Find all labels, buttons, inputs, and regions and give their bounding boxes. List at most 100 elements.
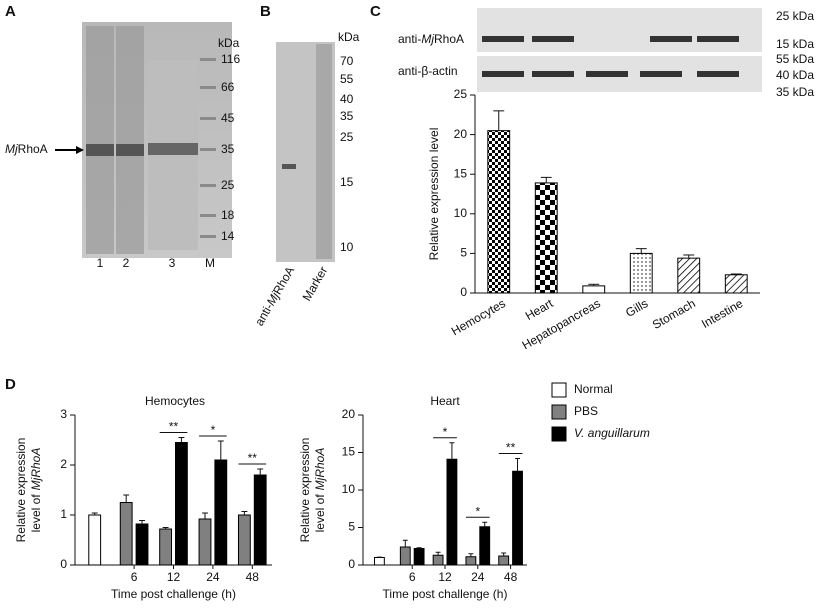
y-axis-label-part: level of <box>313 494 327 533</box>
marker-ladder <box>200 58 216 238</box>
y-tick-label: 1 <box>60 507 67 521</box>
x-tick-label: 6 <box>409 570 416 584</box>
marker-label: 15 kDa <box>776 37 814 51</box>
marker-label: 14 <box>221 229 235 243</box>
bar <box>399 546 411 566</box>
bar <box>479 526 491 566</box>
bar <box>198 518 212 566</box>
marker-label: 55 <box>340 72 354 86</box>
x-tick-label: 6 <box>131 570 138 584</box>
marker-label: 25 <box>340 130 354 144</box>
blot-band <box>282 164 296 169</box>
y-tick-label: 2 <box>60 457 67 471</box>
gel-labels: kDa 116 66 45 35 25 18 14 1 2 3 M <box>97 36 241 270</box>
blot-row-label: anti-β-actin <box>398 64 458 78</box>
y-axis-label: Relative expressionlevel of MjRhoA <box>14 438 43 543</box>
y-tick-label: 25 <box>454 87 468 101</box>
y-axis-label-part: Relative expression <box>14 438 28 543</box>
bar <box>677 257 701 294</box>
bar <box>119 502 133 566</box>
x-tick-label: 48 <box>504 570 518 584</box>
significance-label: ** <box>506 441 516 455</box>
significance-label: * <box>211 423 216 437</box>
marker-label: 116 <box>221 52 240 66</box>
lane-label: Marker <box>300 264 331 303</box>
lane-label: 2 <box>123 256 130 270</box>
significance-label: ** <box>248 451 258 465</box>
bar <box>214 459 228 566</box>
marker-label: 15 <box>340 175 354 189</box>
panel-label: C <box>370 3 381 20</box>
bar <box>88 514 102 566</box>
bar <box>413 548 425 566</box>
bar <box>432 554 444 566</box>
bar <box>629 252 653 294</box>
gel-lane <box>86 26 114 254</box>
panel-label: A <box>5 3 16 20</box>
bar <box>512 470 523 566</box>
marker-label: 18 <box>221 208 235 222</box>
marker-label: 45 <box>221 111 235 125</box>
panel-label: B <box>260 3 271 20</box>
y-tick-label: 15 <box>454 166 468 180</box>
lane-label: 3 <box>169 256 176 270</box>
bar <box>465 556 477 566</box>
bar <box>253 474 267 566</box>
y-tick-label: 20 <box>454 127 468 141</box>
marker-label: 25 <box>221 178 235 192</box>
bar <box>534 182 558 294</box>
x-tick-label: Gills <box>623 296 650 320</box>
bar <box>237 514 251 566</box>
blot-bands <box>482 36 739 77</box>
marker-label: 35 <box>221 142 235 156</box>
legend-label: PBS <box>574 404 598 418</box>
gel-band <box>116 144 144 156</box>
y-tick-label: 10 <box>342 482 356 496</box>
arrow-head <box>76 146 84 154</box>
bar <box>498 555 510 566</box>
y-axis-label-part: MjRhoA <box>29 448 43 491</box>
y-axis-label-part: level of <box>29 494 43 533</box>
y-tick-label: 0 <box>460 285 467 299</box>
significance-label: * <box>475 504 480 518</box>
significance-label: ** <box>169 420 179 434</box>
marker-lane <box>316 44 332 259</box>
marker-label: 25 kDa <box>776 9 814 23</box>
y-tick-label: 3 <box>60 407 67 421</box>
lane-label: 1 <box>97 256 104 270</box>
band-name: RhoA <box>18 142 48 156</box>
bar <box>487 130 511 294</box>
legend-swatch <box>551 426 567 442</box>
y-tick-label: 0 <box>60 557 67 571</box>
blot-labels: kDa 70 55 40 35 25 15 10 <box>338 30 360 254</box>
marker-label: 66 <box>221 80 235 94</box>
gel-band <box>86 144 114 156</box>
y-axis-label: Relative expressionlevel of MjRhoA <box>298 438 327 543</box>
significance-label: * <box>443 425 448 439</box>
marker-label: 70 <box>340 54 354 68</box>
y-tick-label: 20 <box>342 407 356 421</box>
x-tick-label: 12 <box>438 570 452 584</box>
bar <box>446 458 458 566</box>
blot-row-label: anti-MjRhoA <box>398 32 464 46</box>
legend-label: Normal <box>574 382 613 396</box>
x-axis-label: Time post challenge (h) <box>383 587 508 601</box>
legend-swatch <box>551 404 567 420</box>
y-tick-label: 10 <box>454 206 468 220</box>
lane-label: M <box>205 256 215 270</box>
marker-label: 10 <box>340 240 354 254</box>
row-italic: Mj <box>421 32 434 46</box>
blot-image <box>477 8 762 52</box>
gel-band <box>148 143 198 155</box>
y-tick-label: 5 <box>460 246 467 260</box>
row-name: RhoA <box>434 32 464 46</box>
bar <box>135 523 149 566</box>
legend-swatch <box>551 382 567 398</box>
y-tick-label: 5 <box>348 520 355 534</box>
marker-label: 40 <box>340 92 354 106</box>
y-tick-label: 0 <box>348 557 355 571</box>
row-prefix: anti- <box>398 32 421 46</box>
unit-label: kDa <box>338 30 360 44</box>
